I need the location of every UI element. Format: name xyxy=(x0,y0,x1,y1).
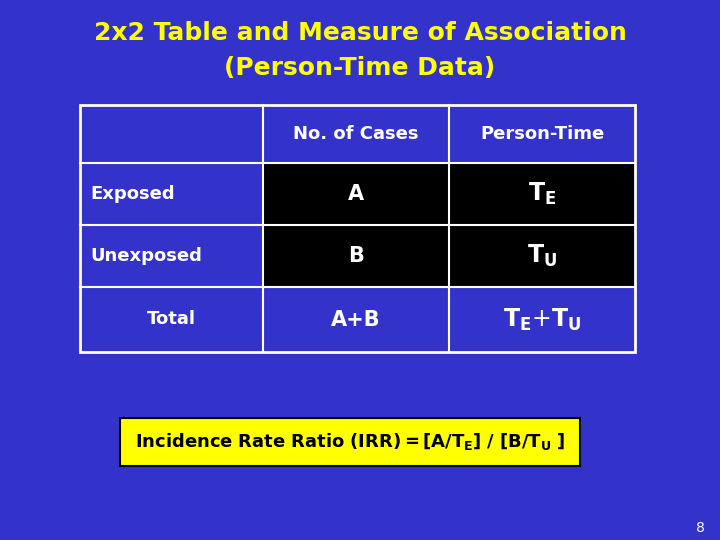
Bar xyxy=(80,287,263,352)
Text: $\bf{Incidence\ Rate\ Ratio\ (IRR) = [A/T_E]\ /\ [B/T_U\ ]}$: $\bf{Incidence\ Rate\ Ratio\ (IRR) = [A/… xyxy=(135,431,565,453)
Bar xyxy=(263,163,449,225)
Text: 8: 8 xyxy=(696,521,704,535)
Text: A+B: A+B xyxy=(331,309,381,329)
Bar xyxy=(263,287,449,352)
Text: Unexposed: Unexposed xyxy=(90,247,202,265)
Text: $\mathbf{T}_\mathbf{E}$: $\mathbf{T}_\mathbf{E}$ xyxy=(528,181,557,207)
Bar xyxy=(120,418,580,466)
Text: Exposed: Exposed xyxy=(90,185,175,203)
Text: A: A xyxy=(348,184,364,204)
Bar xyxy=(263,225,449,287)
Bar xyxy=(449,287,635,352)
Bar xyxy=(263,105,449,163)
Bar xyxy=(449,105,635,163)
Bar xyxy=(449,225,635,287)
Bar xyxy=(80,225,263,287)
Text: Person-Time: Person-Time xyxy=(480,125,604,143)
Text: 2x2 Table and Measure of Association: 2x2 Table and Measure of Association xyxy=(94,21,626,45)
Text: $\mathbf{T}_\mathbf{U}$: $\mathbf{T}_\mathbf{U}$ xyxy=(527,243,557,269)
Text: Total: Total xyxy=(147,310,196,328)
Text: (Person-Time Data): (Person-Time Data) xyxy=(225,56,495,80)
Bar xyxy=(80,163,263,225)
Bar xyxy=(80,105,263,163)
Text: No. of Cases: No. of Cases xyxy=(293,125,419,143)
Text: $\mathbf{T}_\mathbf{E}$+$\mathbf{T}_\mathbf{U}$: $\mathbf{T}_\mathbf{E}$+$\mathbf{T}_\mat… xyxy=(503,306,581,333)
Bar xyxy=(449,163,635,225)
Text: B: B xyxy=(348,246,364,266)
Bar xyxy=(80,105,635,352)
